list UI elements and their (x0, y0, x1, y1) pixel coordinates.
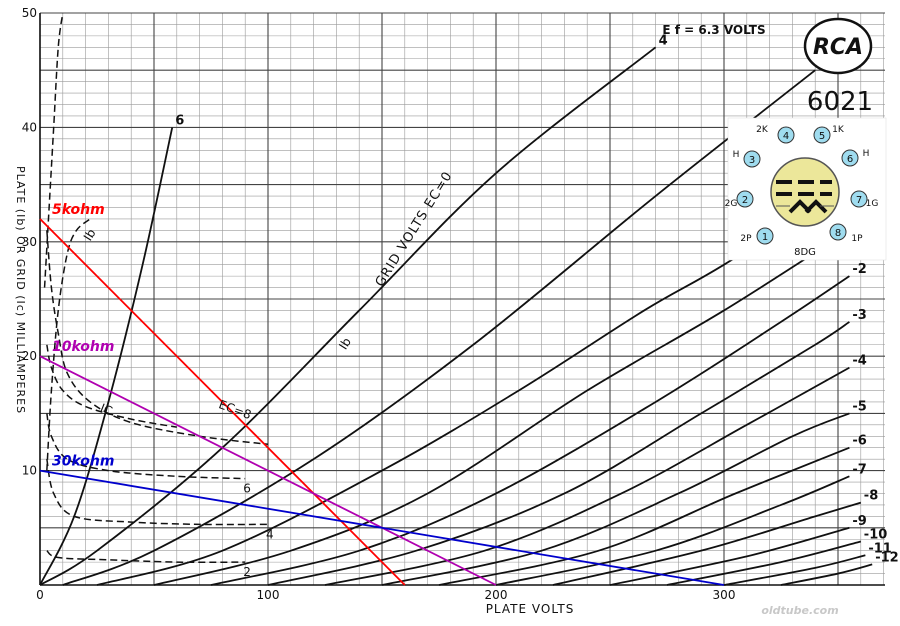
plate-curve-label: 6 (175, 113, 184, 128)
plate-curve--9 (609, 526, 850, 586)
y-axis-title: PLATE (Ib) OR GRID (Ic) MILLIAMPERES (14, 166, 27, 414)
x-tick-label: 0 (36, 588, 44, 602)
grid-current-curve (46, 218, 91, 471)
plate-curve--3 (267, 321, 850, 586)
plate-curve-label: -8 (864, 489, 878, 504)
x-tick-label: 300 (713, 588, 736, 602)
load-line-label: 30kohm (52, 454, 114, 470)
pin-number: 2 (742, 195, 748, 206)
tube-type-title: 6021 (807, 87, 873, 117)
grid-current-curve (46, 550, 246, 564)
plate-curve-label: -3 (852, 308, 866, 323)
pin-number: 1 (762, 232, 768, 243)
plate-curve--4 (324, 366, 850, 586)
load-line-label: 10kohm (52, 339, 114, 355)
load-line-label: 5kohm (52, 202, 105, 218)
pin-number: 8 (835, 228, 841, 239)
pin-3 (743, 150, 761, 168)
load-line-30kohm (39, 469, 725, 586)
basing-code: 8DG (794, 247, 816, 258)
grid-current-curve (46, 344, 177, 428)
pin-label: 1P (851, 234, 863, 244)
plate-curve--1 (153, 229, 850, 586)
pin-number: 3 (749, 155, 755, 166)
plate-curve-label: -2 (852, 262, 866, 277)
load-lines (39, 218, 725, 586)
grid-current-curve (43, 12, 64, 288)
grid-current-label: 6 (243, 482, 251, 496)
pin-label: 1G (866, 199, 879, 209)
plate-curve--5 (381, 412, 850, 586)
x-axis-title: PLATE VOLTS (486, 602, 575, 616)
plate-current-curves (39, 46, 873, 586)
pin-number: 6 (847, 154, 853, 165)
y-tick-label: 30 (22, 235, 37, 249)
pin-7 (850, 190, 868, 208)
plate-curve-4 (39, 46, 657, 586)
pin-5 (813, 126, 831, 144)
pin-1 (756, 227, 774, 245)
load-line-5kohm (39, 218, 406, 586)
x-tick-label: 100 (257, 588, 280, 602)
grid-current-label: 2 (243, 565, 251, 579)
pin-number: 5 (819, 131, 825, 142)
pin-label: 2G (725, 199, 738, 209)
plate-curve-2 (62, 69, 816, 586)
plate-curve--7 (495, 475, 850, 586)
ic-label: IC (98, 401, 114, 418)
heater-note: E f = 6.3 VOLTS (662, 23, 765, 37)
plate-curve--6 (438, 446, 850, 586)
plate-curve-0 (96, 183, 850, 586)
plate-curve-label: -4 (852, 354, 866, 369)
grid-current-curve (46, 459, 269, 526)
rca-logo-text: RCA (813, 35, 863, 60)
plate-curve-label: -10 (864, 528, 888, 543)
grid-current-curve (46, 413, 246, 480)
pin-number: 4 (783, 131, 789, 142)
pin-label: H (863, 149, 870, 159)
plate-curve-label: -5 (852, 399, 866, 414)
plate-curve-label: 4 (659, 33, 668, 48)
pin-label: 1K (832, 125, 845, 135)
watermark: oldtube.com (761, 604, 838, 617)
plate-curve--2 (210, 275, 850, 586)
y-tick-label: 10 (22, 464, 37, 478)
pin-2 (736, 190, 754, 208)
grid-current-label: 4 (266, 527, 274, 541)
y-tick-label: 50 (22, 6, 37, 20)
rca-logo: RCA (803, 17, 873, 75)
pin-8 (829, 223, 847, 241)
y-tick-label: 40 (22, 120, 37, 134)
load-line-10kohm (39, 355, 497, 586)
plate-curve--11 (723, 554, 866, 586)
pin-label: H (733, 150, 740, 160)
plate-curve-label: -7 (852, 462, 866, 477)
plate-curve-label: -9 (852, 514, 866, 529)
y-tick-label: 20 (22, 349, 37, 363)
pin-number: 7 (856, 195, 862, 206)
plate-curve--12 (780, 563, 873, 586)
x-tick-label: 200 (485, 588, 508, 602)
pin-label: 2P (740, 234, 752, 244)
axes: 0 100 200 300 10 20 30 40 50 (22, 6, 885, 602)
plate-curve-label: -11 (868, 541, 892, 556)
pin-6 (841, 149, 859, 167)
pin-4 (777, 126, 795, 144)
pin-label: 2K (756, 125, 769, 135)
plate-curve-label: -6 (852, 434, 866, 449)
plate-curve-label: -12 (875, 550, 899, 565)
plate-curve--8 (552, 501, 862, 586)
